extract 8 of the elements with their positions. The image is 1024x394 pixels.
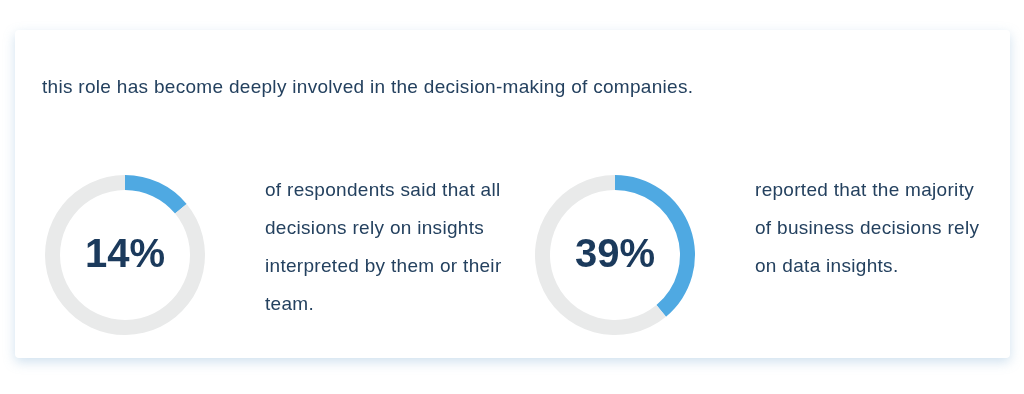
donut-slice xyxy=(125,175,187,214)
text: reported that the majority of business decisions rely on data insights. xyxy=(755,178,981,278)
text: this role has become deeply involved in the decision-making of companies. xyxy=(42,75,695,99)
donut-slice xyxy=(535,175,666,335)
data-label: 14% xyxy=(84,231,166,275)
donut-slice xyxy=(45,175,205,335)
text: of respondents said that all decisions rely on insights interpreted by them or their team. xyxy=(265,178,503,316)
data-label: 39% xyxy=(574,231,656,275)
